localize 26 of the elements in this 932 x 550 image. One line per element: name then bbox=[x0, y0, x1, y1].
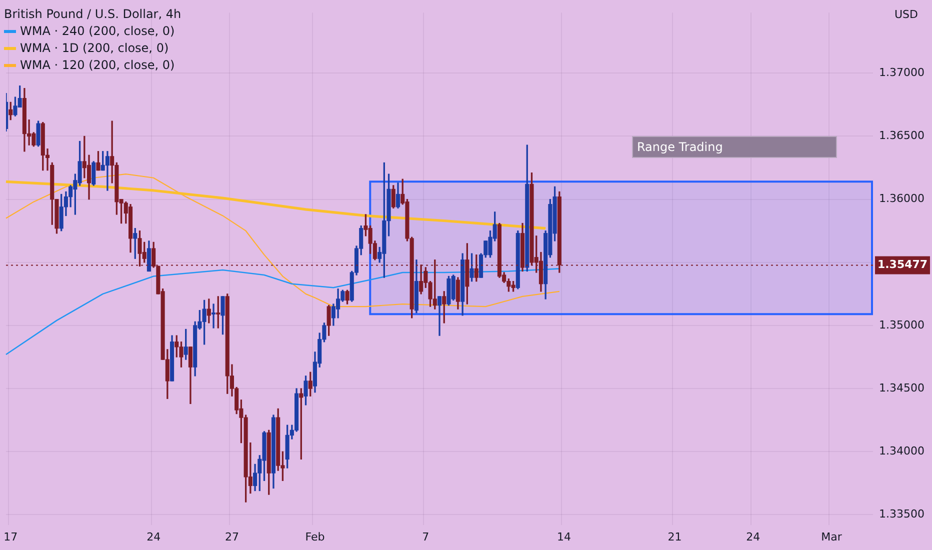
chart-title: British Pound / U.S. Dollar, 4h bbox=[4, 6, 182, 23]
x-tick-label: 24 bbox=[146, 530, 161, 544]
x-tick-label: Feb bbox=[305, 530, 325, 544]
y-tick-label: 1.33500 bbox=[879, 508, 924, 521]
x-tick-label: Mar bbox=[821, 530, 842, 544]
text-box: Range Trading bbox=[632, 136, 837, 158]
y-axis-title: USD bbox=[894, 8, 918, 21]
y-tick-label: 1.37000 bbox=[879, 66, 924, 80]
candlestick bbox=[211, 304, 216, 328]
legend-label: WMA · 240 (200, close, 0) bbox=[19, 23, 176, 40]
candlestick bbox=[437, 296, 442, 336]
y-tick-label: 1.35000 bbox=[879, 318, 924, 332]
ref-line-label: 1.35477 bbox=[877, 258, 928, 272]
x-tick-label: 17 bbox=[4, 530, 18, 544]
candlestick bbox=[105, 151, 110, 191]
y-tick-label: 1.34500 bbox=[879, 381, 924, 394]
y-tick-label: 1.36000 bbox=[879, 192, 924, 206]
legend-label: WMA · 1D (200, close, 0) bbox=[19, 40, 170, 57]
x-tick-label: 21 bbox=[668, 530, 682, 544]
legend-label: WMA · 120 (200, close, 0) bbox=[19, 57, 176, 74]
y-tick-label: 1.36500 bbox=[879, 129, 924, 142]
y-tick-label: 1.34000 bbox=[879, 444, 924, 458]
x-tick-label: 14 bbox=[557, 530, 572, 544]
x-tick-label: 7 bbox=[422, 530, 430, 544]
x-tick-label: 27 bbox=[224, 530, 239, 544]
x-tick-label: 24 bbox=[746, 530, 760, 544]
